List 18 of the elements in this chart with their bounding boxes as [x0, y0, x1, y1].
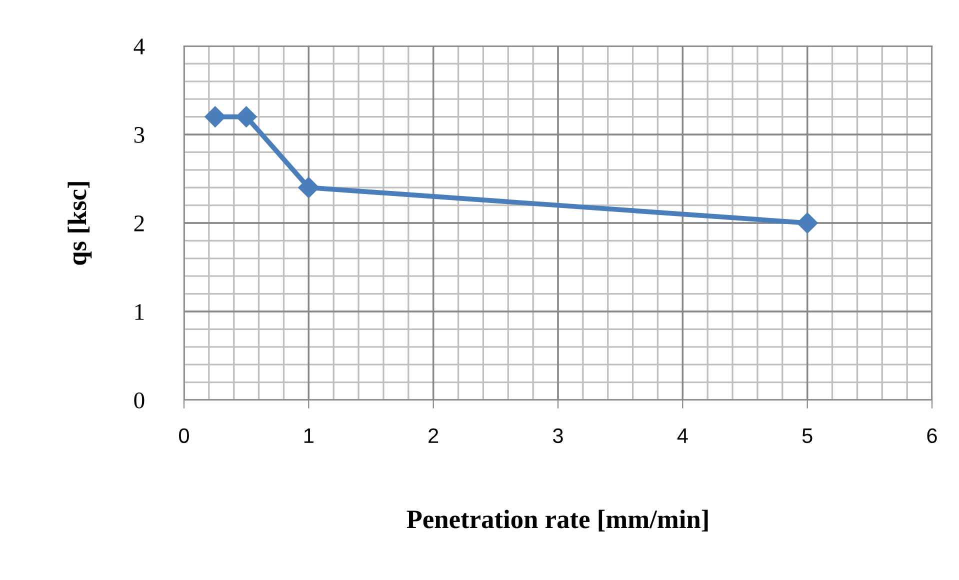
y-tick-label: 3	[134, 127, 144, 143]
x-tick-label: 0	[179, 428, 189, 444]
x-axis-title: Penetration rate [mm/min]	[406, 510, 708, 532]
x-tick-label: 2	[428, 428, 438, 443]
y-tick-label: 2	[134, 216, 144, 232]
x-tick-label: 3	[553, 428, 563, 444]
x-tick-label: 6	[927, 428, 937, 444]
x-tick-label: 1	[304, 428, 314, 443]
point	[796, 212, 818, 234]
point	[204, 106, 226, 128]
x-tick-label: 4	[677, 428, 688, 443]
point	[236, 106, 257, 128]
y-tick-label: 1	[135, 304, 144, 320]
y-axis-title: qs [ksc]	[68, 182, 92, 265]
y-tick-label: 0	[134, 392, 144, 408]
point	[298, 177, 320, 198]
y-tick-label: 4	[134, 38, 145, 54]
x-tick-label: 5	[802, 428, 812, 444]
